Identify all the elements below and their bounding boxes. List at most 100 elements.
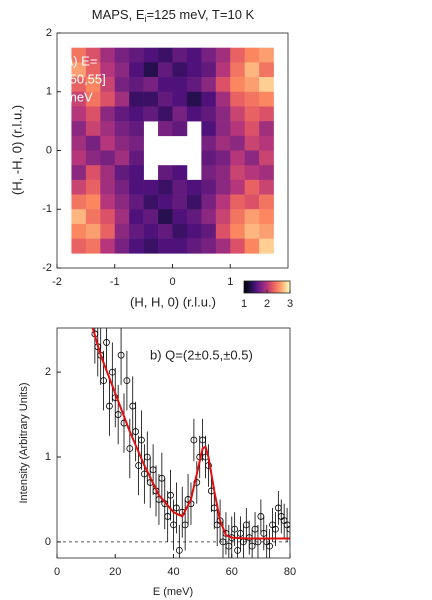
x-tick-label: 80: [284, 566, 296, 578]
heatmap-cell: [114, 106, 130, 122]
colorbar-swatch: [259, 281, 261, 293]
data-point: [286, 525, 290, 533]
colorbar: 1 2 3: [241, 281, 293, 310]
heatmap-cell: [201, 135, 217, 151]
heatmap-cell: [143, 209, 159, 225]
colorbar-swatch: [271, 281, 273, 293]
heatmap-cell: [129, 106, 144, 122]
heatmap-cell: [71, 106, 87, 122]
heatmap-cell: [244, 62, 260, 78]
heatmap-cell: [85, 106, 101, 122]
data-point: [100, 377, 107, 385]
heatmap-cell: [230, 121, 245, 137]
colorbar-swatch: [258, 281, 260, 293]
heatmap-cells: [71, 47, 274, 254]
heatmap-cell: [71, 209, 87, 225]
heatmap-cell: [244, 238, 260, 254]
heatmap-cell: [259, 77, 274, 93]
colorbar-swatch: [264, 281, 266, 293]
heatmap-cell: [172, 62, 188, 78]
heatmap-cell: [244, 150, 260, 166]
heatmap-cell: [158, 238, 173, 254]
data-point: [106, 402, 113, 410]
heatmap-cell: [129, 135, 144, 151]
data-point: [132, 428, 140, 435]
colorbar-swatch: [280, 281, 282, 293]
colorbar-swatch: [278, 281, 280, 293]
colorbar-swatch: [286, 281, 288, 293]
heatmap-cell: [129, 223, 144, 239]
heatmap-cell: [172, 194, 188, 210]
heatmap-cell: [230, 179, 245, 195]
colorbar-swatch: [256, 281, 258, 293]
x-tick-label: 0: [169, 276, 175, 288]
heatmap-cell: [85, 150, 101, 166]
heatmap-cell: [244, 135, 260, 151]
heatmap-cell: [158, 194, 173, 210]
colorbar-swatch: [260, 281, 262, 293]
colorbar-swatch: [270, 281, 272, 293]
heatmap-cell: [71, 135, 87, 151]
colorbar-swatch: [276, 281, 278, 293]
heatmap-cell: [172, 47, 188, 63]
heatmap-cell: [201, 121, 217, 137]
colorbar-swatch: [261, 281, 263, 293]
heatmap-cell: [244, 91, 260, 107]
heatmap-cell: [71, 150, 87, 166]
y-axis-label: Intensity (Arbitrary Units): [18, 382, 30, 503]
heatmap-cell: [85, 194, 101, 210]
heatmap-cell: [201, 165, 217, 181]
heatmap-cell: [186, 91, 202, 107]
heatmap-cell: [201, 194, 217, 210]
heatmap-cell: [143, 47, 159, 63]
heatmap-cell: [85, 165, 101, 181]
heatmap-cell: [85, 47, 101, 63]
heatmap-cell: [230, 91, 245, 107]
heatmap-cell: [71, 91, 87, 107]
heatmap-cell: [201, 223, 217, 239]
heatmap-cell: [230, 209, 245, 225]
heatmap-cell: [143, 62, 159, 78]
heatmap-cell: [172, 209, 188, 225]
y-tick-label: 1: [46, 86, 52, 98]
heatmap-cell: [244, 47, 260, 63]
heatmap-cell: [71, 194, 87, 210]
panel-a-annotation: meV: [66, 89, 93, 104]
colorbar-swatch: [253, 281, 255, 293]
heatmap-cell: [215, 77, 231, 93]
heatmap-cell: [100, 91, 116, 107]
y-tick-label: 0: [45, 536, 51, 548]
data-point: [117, 351, 125, 359]
colorbar-swatch: [245, 281, 247, 293]
title-main: MAPS, E: [92, 7, 145, 22]
panel-a-title: MAPS, Ei=125 meV, T=10 K: [92, 7, 255, 24]
heatmap-cell: [100, 194, 116, 210]
data-point: [173, 504, 180, 512]
data-point: [272, 525, 279, 533]
heatmap-cell: [244, 77, 260, 93]
heatmap-cell: [259, 121, 274, 137]
heatmap-cell: [230, 165, 245, 181]
x-tick-label: -2: [52, 276, 62, 288]
heatmap-cell: [71, 179, 87, 195]
heatmap-cell: [230, 77, 245, 93]
heatmap-cell: [215, 209, 231, 225]
colorbar-swatch: [283, 281, 285, 293]
heatmap-cell: [143, 223, 159, 239]
heatmap-cell: [230, 135, 245, 151]
heatmap-cell: [129, 77, 144, 93]
x-tick-label: 60: [226, 566, 238, 578]
heatmap-cell: [259, 150, 274, 166]
heatmap-cell: [100, 77, 116, 93]
heatmap-cell: [259, 62, 274, 78]
heatmap-cell: [186, 209, 202, 225]
heatmap-cell: [143, 106, 159, 122]
heatmap-cell: [215, 91, 231, 107]
heatmap-cell: [172, 121, 188, 137]
heatmap-cell: [158, 47, 173, 63]
data-point: [138, 436, 145, 444]
x-tick-label: 1: [227, 276, 233, 288]
colorbar-swatch: [267, 281, 269, 293]
heatmap-cell: [143, 91, 159, 107]
heatmap-cell: [186, 77, 202, 93]
